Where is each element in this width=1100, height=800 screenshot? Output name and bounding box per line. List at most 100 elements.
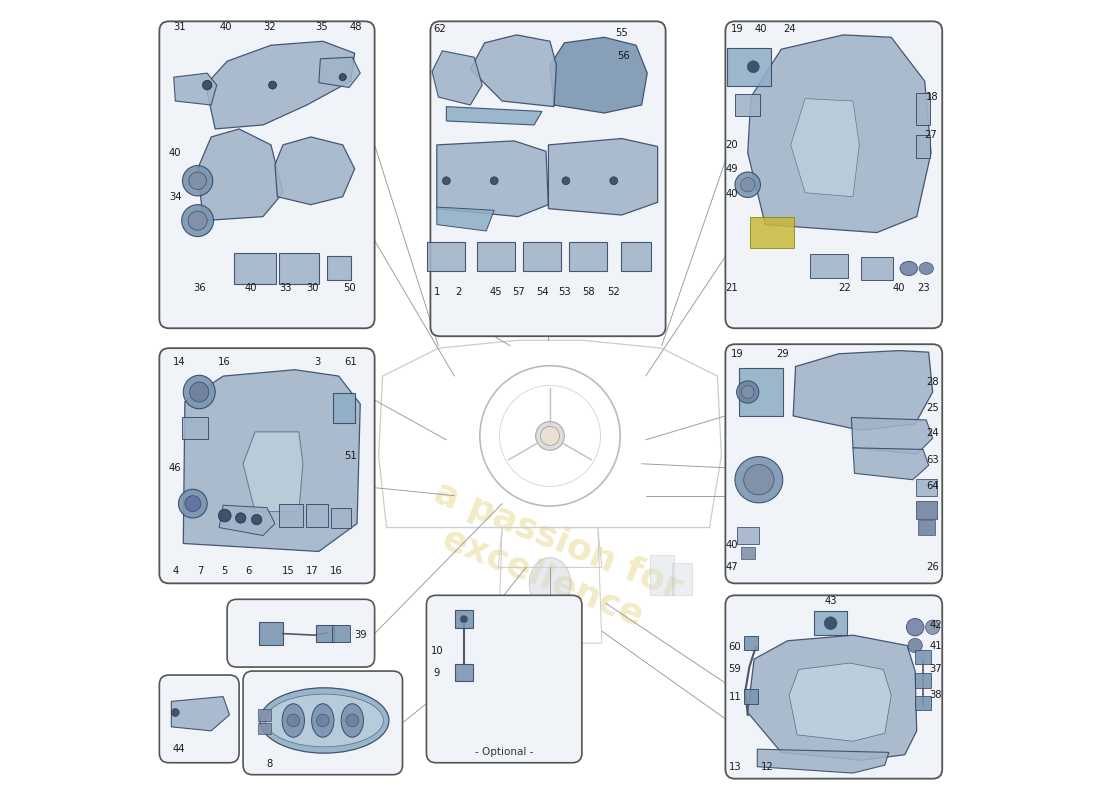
Ellipse shape (735, 457, 783, 503)
Circle shape (536, 422, 564, 450)
FancyBboxPatch shape (160, 675, 239, 762)
Text: 64: 64 (926, 481, 939, 491)
Polygon shape (793, 350, 933, 430)
Text: 38: 38 (930, 690, 942, 700)
Text: 13: 13 (728, 762, 741, 772)
Ellipse shape (735, 172, 760, 198)
Text: 44: 44 (173, 744, 186, 754)
Bar (455, 664, 473, 682)
Polygon shape (243, 432, 302, 512)
Ellipse shape (562, 177, 570, 185)
Text: 34: 34 (169, 192, 182, 202)
Text: 21: 21 (725, 283, 738, 294)
Text: 19: 19 (732, 24, 744, 34)
Ellipse shape (235, 513, 246, 523)
Text: 48: 48 (349, 22, 362, 32)
Text: 8: 8 (266, 759, 273, 770)
Ellipse shape (183, 166, 212, 196)
Text: 32: 32 (263, 22, 276, 32)
Polygon shape (437, 141, 549, 217)
Bar (672, 563, 692, 595)
Text: 60: 60 (728, 642, 741, 652)
Text: 36: 36 (192, 283, 206, 294)
Bar (915, 696, 931, 710)
Text: 51: 51 (344, 451, 358, 461)
Ellipse shape (282, 704, 305, 738)
Ellipse shape (188, 211, 207, 230)
Ellipse shape (260, 688, 389, 753)
Bar (814, 611, 847, 635)
Text: 24: 24 (783, 24, 795, 34)
Text: 56: 56 (617, 50, 629, 61)
FancyBboxPatch shape (427, 595, 582, 762)
Bar (916, 93, 931, 125)
Bar (810, 254, 848, 278)
Bar (279, 505, 302, 526)
Polygon shape (852, 448, 928, 480)
FancyBboxPatch shape (725, 595, 943, 778)
Text: 26: 26 (926, 562, 939, 573)
Ellipse shape (741, 386, 755, 398)
Polygon shape (437, 207, 494, 231)
Text: - Optional -: - Optional - (474, 747, 532, 758)
Text: 4: 4 (173, 566, 178, 577)
Polygon shape (550, 38, 647, 113)
Polygon shape (791, 98, 859, 197)
Text: 20: 20 (726, 140, 738, 150)
Ellipse shape (442, 177, 450, 185)
Bar (522, 242, 561, 271)
Ellipse shape (265, 694, 384, 746)
Ellipse shape (178, 490, 207, 518)
Text: 2: 2 (455, 287, 462, 298)
Ellipse shape (824, 617, 837, 630)
Ellipse shape (345, 714, 359, 727)
Ellipse shape (535, 604, 565, 626)
Ellipse shape (529, 558, 571, 610)
Polygon shape (219, 506, 275, 535)
FancyBboxPatch shape (227, 599, 375, 667)
Ellipse shape (460, 616, 467, 623)
Ellipse shape (184, 375, 216, 409)
Text: 19: 19 (732, 349, 744, 358)
Bar (258, 622, 283, 645)
Polygon shape (206, 42, 354, 129)
Bar (427, 242, 465, 271)
Text: 42: 42 (930, 620, 943, 630)
Bar (735, 94, 760, 116)
Text: 27: 27 (925, 130, 937, 140)
Bar (333, 393, 355, 423)
Polygon shape (471, 35, 557, 106)
Bar (916, 502, 937, 518)
Bar (750, 218, 793, 248)
Bar (476, 242, 515, 271)
Ellipse shape (900, 262, 917, 276)
Ellipse shape (219, 510, 231, 522)
Text: 40: 40 (726, 190, 738, 199)
Text: 14: 14 (173, 357, 186, 366)
Text: 35: 35 (315, 22, 328, 32)
Bar (621, 242, 651, 271)
Bar (306, 505, 329, 526)
Ellipse shape (202, 80, 212, 90)
Circle shape (540, 426, 560, 446)
Ellipse shape (906, 618, 924, 636)
Text: 50: 50 (343, 283, 355, 294)
Bar (258, 723, 271, 734)
Ellipse shape (925, 620, 939, 634)
Bar (327, 257, 351, 281)
Polygon shape (447, 106, 542, 125)
FancyBboxPatch shape (243, 671, 403, 774)
Polygon shape (184, 370, 361, 551)
Polygon shape (549, 138, 658, 215)
Text: 45: 45 (490, 287, 502, 298)
Text: 40: 40 (893, 283, 905, 294)
Bar (739, 368, 783, 416)
Ellipse shape (252, 514, 262, 525)
Text: 40: 40 (726, 540, 738, 550)
Bar (740, 546, 755, 559)
Text: 49: 49 (726, 164, 738, 174)
Bar (279, 254, 319, 284)
FancyBboxPatch shape (160, 348, 375, 583)
Bar (455, 610, 473, 628)
Text: 25: 25 (926, 403, 939, 413)
